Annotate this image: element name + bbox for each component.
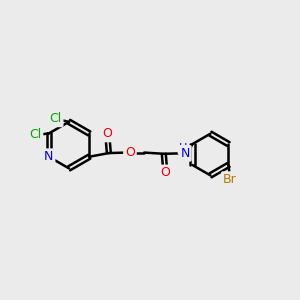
Text: O: O bbox=[125, 146, 135, 159]
Text: Br: Br bbox=[223, 173, 237, 186]
Text: O: O bbox=[160, 167, 170, 179]
Text: H: H bbox=[179, 143, 188, 153]
Text: Cl: Cl bbox=[50, 112, 62, 125]
Text: N: N bbox=[181, 147, 190, 160]
Text: Cl: Cl bbox=[29, 128, 41, 141]
Text: N: N bbox=[44, 150, 53, 163]
Text: O: O bbox=[103, 128, 112, 140]
